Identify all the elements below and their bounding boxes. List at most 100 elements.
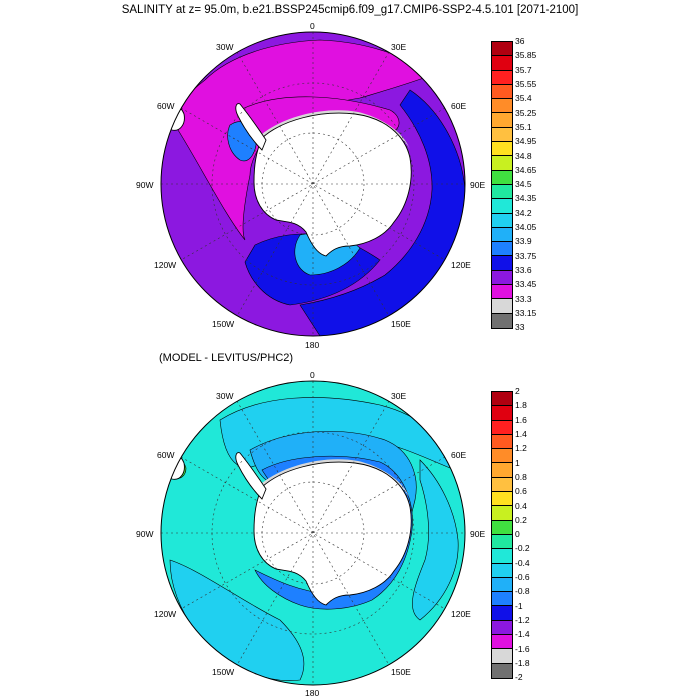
colorbar-swatch bbox=[492, 392, 512, 407]
cbar2-label: 0.2 bbox=[515, 515, 527, 525]
colorbar-swatch bbox=[492, 520, 512, 535]
antarctica-landmass bbox=[253, 461, 412, 606]
colorbar-swatch bbox=[492, 127, 512, 143]
colorbar-swatch bbox=[492, 563, 512, 578]
colorbar-swatch bbox=[492, 606, 512, 621]
lon-label-150e: 150E bbox=[391, 319, 411, 329]
cbar1-label: 35.55 bbox=[515, 79, 537, 89]
cbar1-label: 34.05 bbox=[515, 222, 537, 232]
difference-map-border bbox=[160, 380, 466, 686]
cbar2-label: 0.4 bbox=[515, 501, 527, 511]
lon-label-60e: 60E bbox=[451, 450, 467, 460]
cbar2-label: 0 bbox=[515, 529, 520, 539]
lon-label-30e: 30E bbox=[391, 42, 407, 52]
cbar2-label: 2 bbox=[515, 386, 520, 396]
cbar2-label: 1 bbox=[515, 458, 520, 468]
colorbar-swatch bbox=[492, 420, 512, 435]
cbar1-label: 35.4 bbox=[515, 93, 532, 103]
lon-label-60w: 60W bbox=[157, 450, 175, 460]
colorbar-swatch bbox=[492, 449, 512, 464]
indian-sector bbox=[412, 459, 459, 621]
lon-label-0: 0 bbox=[310, 21, 315, 31]
cbar1-label: 35.25 bbox=[515, 108, 537, 118]
colorbar-swatch bbox=[492, 242, 512, 257]
colorbar-swatch bbox=[492, 649, 512, 664]
difference-colorbar bbox=[491, 391, 513, 679]
cbar2-label: -0.4 bbox=[515, 558, 530, 568]
colorbar-swatch bbox=[492, 406, 512, 421]
colorbar-swatch bbox=[492, 477, 512, 493]
colorbar-swatch bbox=[492, 313, 512, 328]
lon-label-120w: 120W bbox=[154, 609, 177, 619]
colorbar-swatch bbox=[492, 184, 512, 200]
cbar1-label: 33.3 bbox=[515, 294, 532, 304]
graticule bbox=[161, 32, 465, 336]
colorbar-swatch bbox=[492, 142, 512, 157]
cbar1-label: 33.9 bbox=[515, 236, 532, 246]
lon-label-30e: 30E bbox=[391, 391, 407, 401]
cbar2-label: -0.8 bbox=[515, 586, 530, 596]
figure-title: SALINITY at z= 95.0m, b.e21.BSSP245cmip6… bbox=[121, 4, 579, 16]
colorbar-swatch bbox=[492, 463, 512, 478]
cbar2-label: 0.6 bbox=[515, 486, 527, 496]
lon-label-30w: 30W bbox=[216, 391, 234, 401]
lon-label-30w: 30W bbox=[216, 42, 234, 52]
lon-label-90e: 90E bbox=[470, 180, 486, 190]
cbar1-label: 33 bbox=[515, 322, 525, 332]
graticule bbox=[161, 381, 465, 685]
cbar1-label: 34.2 bbox=[515, 208, 532, 218]
colorbar-swatch bbox=[492, 170, 512, 185]
lon-label-60e: 60E bbox=[451, 101, 467, 111]
lon-label-0: 0 bbox=[310, 370, 315, 380]
cbar2-label: 1.4 bbox=[515, 429, 527, 439]
salinity-colorbar bbox=[491, 41, 513, 329]
cbar2-label: -1.8 bbox=[515, 658, 530, 668]
cbar1-label: 33.6 bbox=[515, 265, 532, 275]
colorbar-swatch bbox=[492, 506, 512, 521]
lon-label-60w: 60W bbox=[157, 101, 175, 111]
cbar2-label: -1 bbox=[515, 601, 523, 611]
colorbar-swatch bbox=[492, 256, 512, 271]
colorbar-swatch bbox=[492, 534, 512, 550]
lon-label-90e: 90E bbox=[470, 529, 486, 539]
salinity-map-border bbox=[160, 31, 466, 337]
colorbar-swatch bbox=[492, 620, 512, 636]
lon-label-180: 180 bbox=[305, 688, 320, 698]
lon-label-150e: 150E bbox=[391, 667, 411, 677]
cbar2-label: -0.2 bbox=[515, 543, 530, 553]
cbar1-label: 34.95 bbox=[515, 136, 537, 146]
difference-map bbox=[161, 381, 465, 685]
colorbar-swatch bbox=[492, 663, 512, 678]
colorbar-swatch bbox=[492, 113, 512, 128]
cbar2-label: -1.6 bbox=[515, 644, 530, 654]
cbar2-label: 0.8 bbox=[515, 472, 527, 482]
cbar1-label: 33.45 bbox=[515, 279, 537, 289]
colorbar-swatch bbox=[492, 635, 512, 650]
cbar2-label: -2 bbox=[515, 672, 523, 682]
colorbar-swatch bbox=[492, 285, 512, 300]
colorbar-swatch bbox=[492, 227, 512, 243]
colorbar-swatch bbox=[492, 156, 512, 171]
cbar2-label: 1.6 bbox=[515, 415, 527, 425]
cbar2-label: -0.6 bbox=[515, 572, 530, 582]
cbar2-label: -1.4 bbox=[515, 629, 530, 639]
antarctica-landmass bbox=[253, 112, 412, 257]
colorbar-swatch bbox=[492, 492, 512, 507]
colorbar-swatch bbox=[492, 84, 512, 100]
lon-label-150w: 150W bbox=[212, 319, 235, 329]
colorbar-swatch bbox=[492, 70, 512, 85]
cbar2-label: 1.2 bbox=[515, 443, 527, 453]
cbar1-label: 35.7 bbox=[515, 65, 532, 75]
cbar1-label: 34.35 bbox=[515, 193, 537, 203]
cbar2-label: 1.8 bbox=[515, 400, 527, 410]
panel-subtitle: (MODEL - LEVITUS/PHC2) bbox=[159, 352, 294, 364]
cbar1-label: 34.5 bbox=[515, 179, 532, 189]
lon-label-120w: 120W bbox=[154, 260, 177, 270]
cbar1-label: 35.85 bbox=[515, 50, 537, 60]
lon-label-180: 180 bbox=[305, 340, 320, 350]
cbar1-label: 35.1 bbox=[515, 122, 532, 132]
colorbar-swatch bbox=[492, 434, 512, 450]
antarctic-peninsula bbox=[235, 452, 267, 500]
colorbar-swatch bbox=[492, 299, 512, 314]
